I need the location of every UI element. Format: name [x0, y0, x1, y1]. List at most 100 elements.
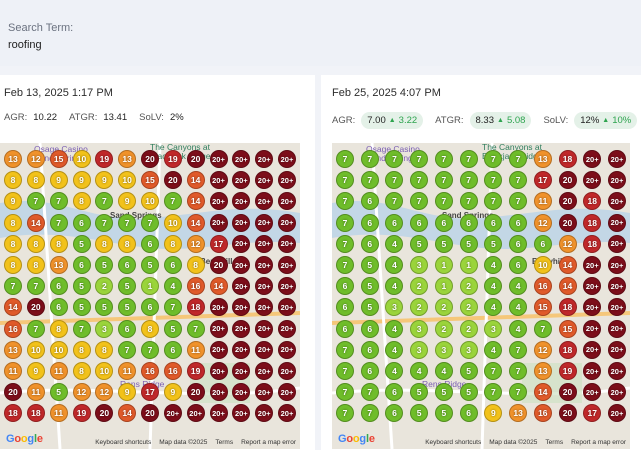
rank-pin[interactable]: 17: [583, 404, 602, 423]
rank-pin[interactable]: 20+: [608, 213, 626, 232]
rank-pin[interactable]: 11: [118, 362, 137, 380]
rank-pin[interactable]: 19: [163, 150, 182, 168]
rank-pin[interactable]: 7: [26, 277, 45, 296]
rank-pin[interactable]: 6: [459, 213, 478, 232]
rank-pin[interactable]: 12: [26, 150, 45, 168]
rank-pin[interactable]: 20: [141, 404, 159, 423]
rank-pin[interactable]: 5: [410, 404, 429, 423]
rank-pin[interactable]: 3: [95, 319, 114, 338]
rank-pin[interactable]: 6: [163, 340, 182, 359]
rank-pin[interactable]: 20+: [255, 362, 274, 380]
rank-pin[interactable]: 8: [26, 234, 45, 253]
rank-pin[interactable]: 7: [141, 213, 159, 232]
rank-pin[interactable]: 12: [533, 213, 552, 232]
rank-pin[interactable]: 4: [509, 298, 528, 317]
rank-pin[interactable]: 20+: [608, 234, 626, 253]
rank-pin[interactable]: 8: [118, 234, 137, 253]
rank-pin[interactable]: 4: [385, 340, 404, 359]
poi-rens-ridge[interactable]: Rens Ridge: [422, 379, 467, 389]
rank-pin[interactable]: 20+: [583, 256, 602, 274]
rank-pin[interactable]: 20+: [209, 383, 228, 402]
rank-pin[interactable]: 20+: [255, 234, 274, 253]
rank-pin[interactable]: 20+: [209, 298, 228, 317]
rank-pin[interactable]: 14: [186, 192, 205, 211]
rank-pin[interactable]: 10: [141, 192, 159, 211]
rank-pin[interactable]: 8: [4, 213, 22, 232]
rank-pin[interactable]: 6: [385, 383, 404, 402]
rank-pin[interactable]: 13: [509, 404, 528, 423]
rank-pin[interactable]: 20+: [278, 192, 296, 211]
rank-pin[interactable]: 10: [533, 256, 552, 274]
rank-pin[interactable]: 9: [118, 192, 137, 211]
rank-pin[interactable]: 6: [360, 362, 379, 380]
rank-pin[interactable]: 20: [95, 404, 114, 423]
rank-pin[interactable]: 7: [434, 192, 453, 211]
report-map-error-link[interactable]: Report a map error: [571, 439, 626, 446]
rank-pin[interactable]: 6: [141, 298, 159, 317]
rank-grid-map[interactable]: Osage Casino Sand Springs The Canyons at…: [332, 143, 630, 449]
rank-pin[interactable]: 6: [360, 234, 379, 253]
rank-pin[interactable]: 7: [484, 150, 503, 168]
rank-pin[interactable]: 20+: [209, 362, 228, 380]
rank-pin[interactable]: 20+: [209, 171, 228, 190]
rank-pin[interactable]: 7: [336, 234, 354, 253]
rank-pin[interactable]: 4: [410, 362, 429, 380]
rank-pin[interactable]: 20+: [255, 277, 274, 296]
rank-pin[interactable]: 20+: [255, 256, 274, 274]
rank-pin[interactable]: 2: [459, 298, 478, 317]
rank-pin[interactable]: 2: [95, 277, 114, 296]
rank-pin[interactable]: 16: [533, 277, 552, 296]
rank-pin[interactable]: 5: [434, 404, 453, 423]
rank-pin[interactable]: 20: [558, 171, 577, 190]
rank-pin[interactable]: 10: [72, 150, 91, 168]
rank-pin[interactable]: 7: [385, 150, 404, 168]
rank-pin[interactable]: 8: [72, 340, 91, 359]
rank-pin[interactable]: 14: [118, 404, 137, 423]
rank-pin[interactable]: 16: [163, 362, 182, 380]
rank-pin[interactable]: 20+: [232, 150, 251, 168]
rank-pin[interactable]: 7: [336, 340, 354, 359]
rank-pin[interactable]: 13: [118, 150, 137, 168]
rank-pin[interactable]: 6: [509, 234, 528, 253]
rank-pin[interactable]: 7: [484, 192, 503, 211]
rank-pin[interactable]: 20+: [232, 319, 251, 338]
rank-pin[interactable]: 18: [26, 404, 45, 423]
rank-pin[interactable]: 17: [533, 171, 552, 190]
rank-pin[interactable]: 6: [509, 213, 528, 232]
rank-pin[interactable]: 20: [558, 383, 577, 402]
rank-pin[interactable]: 6: [533, 234, 552, 253]
rank-pin[interactable]: 4: [163, 277, 182, 296]
rank-pin[interactable]: 20+: [255, 213, 274, 232]
rank-pin[interactable]: 14: [209, 277, 228, 296]
rank-pin[interactable]: 6: [118, 319, 137, 338]
rank-pin[interactable]: 20+: [583, 319, 602, 338]
rank-pin[interactable]: 20+: [209, 213, 228, 232]
rank-pin[interactable]: 20+: [608, 319, 626, 338]
rank-pin[interactable]: 2: [434, 319, 453, 338]
rank-pin[interactable]: 7: [336, 362, 354, 380]
rank-pin[interactable]: 4: [385, 234, 404, 253]
rank-pin[interactable]: 20+: [608, 362, 626, 380]
rank-pin[interactable]: 6: [360, 340, 379, 359]
rank-pin[interactable]: 7: [163, 192, 182, 211]
rank-pin[interactable]: 10: [163, 213, 182, 232]
rank-pin[interactable]: 20+: [278, 362, 296, 380]
rank-pin[interactable]: 13: [533, 362, 552, 380]
rank-pin[interactable]: 18: [583, 192, 602, 211]
rank-pin[interactable]: 4: [385, 362, 404, 380]
rank-pin[interactable]: 20+: [608, 404, 626, 423]
rank-pin[interactable]: 6: [118, 256, 137, 274]
rank-pin[interactable]: 6: [484, 213, 503, 232]
rank-pin[interactable]: 6: [49, 298, 68, 317]
rank-pin[interactable]: 9: [163, 383, 182, 402]
rank-pin[interactable]: 5: [459, 234, 478, 253]
rank-pin[interactable]: 13: [4, 340, 22, 359]
rank-pin[interactable]: 20+: [608, 277, 626, 296]
rank-pin[interactable]: 9: [26, 362, 45, 380]
rank-pin[interactable]: 17: [209, 234, 228, 253]
rank-pin[interactable]: 18: [558, 150, 577, 168]
rank-pin[interactable]: 5: [410, 383, 429, 402]
rank-pin[interactable]: 5: [118, 298, 137, 317]
rank-pin[interactable]: 4: [484, 298, 503, 317]
rank-pin[interactable]: 7: [434, 150, 453, 168]
